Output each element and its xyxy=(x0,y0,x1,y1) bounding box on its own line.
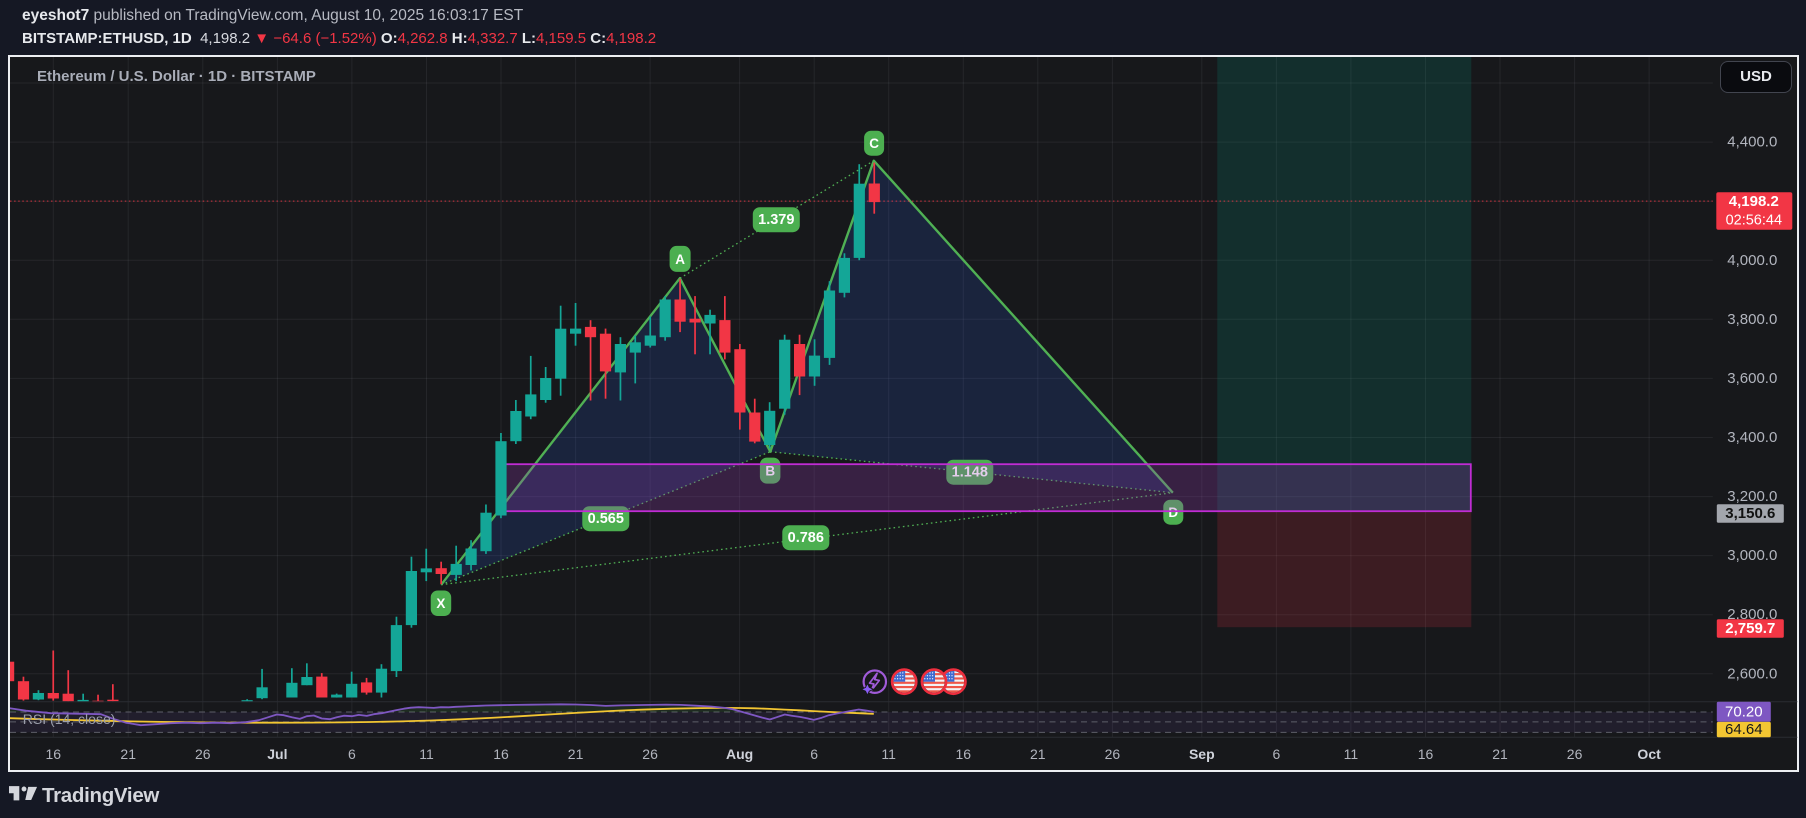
svg-text:B: B xyxy=(765,463,775,478)
svg-text:X: X xyxy=(436,596,445,611)
svg-text:11: 11 xyxy=(881,746,896,762)
svg-text:21: 21 xyxy=(567,746,583,762)
svg-text:C: C xyxy=(869,136,879,151)
svg-text:Jul: Jul xyxy=(267,746,287,762)
svg-text:3,800.0: 3,800.0 xyxy=(1727,310,1777,327)
svg-text:11: 11 xyxy=(1343,746,1358,762)
svg-text:3,200.0: 3,200.0 xyxy=(1727,488,1777,505)
svg-text:02:56:44: 02:56:44 xyxy=(1725,212,1781,228)
svg-text:21: 21 xyxy=(120,746,136,762)
svg-text:3,150.6: 3,150.6 xyxy=(1725,505,1775,522)
svg-text:26: 26 xyxy=(1566,746,1582,762)
svg-text:3,400.0: 3,400.0 xyxy=(1727,429,1777,446)
svg-text:64.64: 64.64 xyxy=(1725,721,1763,738)
svg-text:6: 6 xyxy=(810,746,818,762)
svg-text:A: A xyxy=(675,251,685,266)
svg-text:16: 16 xyxy=(955,746,971,762)
svg-text:6: 6 xyxy=(1272,746,1280,762)
svg-text:26: 26 xyxy=(642,746,658,762)
svg-text:3,600.0: 3,600.0 xyxy=(1727,369,1777,386)
svg-text:4,400.0: 4,400.0 xyxy=(1727,133,1777,150)
svg-text:Sep: Sep xyxy=(1188,746,1214,762)
svg-text:4,198.2: 4,198.2 xyxy=(1728,193,1778,210)
svg-text:16: 16 xyxy=(493,746,509,762)
svg-text:16: 16 xyxy=(45,746,61,762)
svg-text:0.565: 0.565 xyxy=(587,511,623,527)
svg-text:Oct: Oct xyxy=(1637,746,1661,762)
svg-text:1.379: 1.379 xyxy=(758,212,794,228)
svg-text:21: 21 xyxy=(1492,746,1508,762)
svg-text:2,600.0: 2,600.0 xyxy=(1727,665,1777,682)
svg-text:16: 16 xyxy=(1417,746,1433,762)
svg-text:1.148: 1.148 xyxy=(951,464,987,480)
svg-text:RSI (14, close): RSI (14, close) xyxy=(22,711,115,727)
svg-text:70.20: 70.20 xyxy=(1725,703,1763,720)
svg-text:0.786: 0.786 xyxy=(787,530,823,546)
svg-text:3,000.0: 3,000.0 xyxy=(1727,547,1777,564)
svg-text:26: 26 xyxy=(195,746,211,762)
svg-text:D: D xyxy=(1168,505,1178,520)
svg-text:Aug: Aug xyxy=(725,746,752,762)
svg-text:26: 26 xyxy=(1104,746,1120,762)
svg-text:2,800.0: 2,800.0 xyxy=(1727,606,1777,623)
svg-text:6: 6 xyxy=(348,746,356,762)
svg-text:11: 11 xyxy=(419,746,434,762)
svg-text:2,759.7: 2,759.7 xyxy=(1725,620,1775,637)
svg-text:4,000.0: 4,000.0 xyxy=(1727,251,1777,268)
svg-text:21: 21 xyxy=(1030,746,1046,762)
